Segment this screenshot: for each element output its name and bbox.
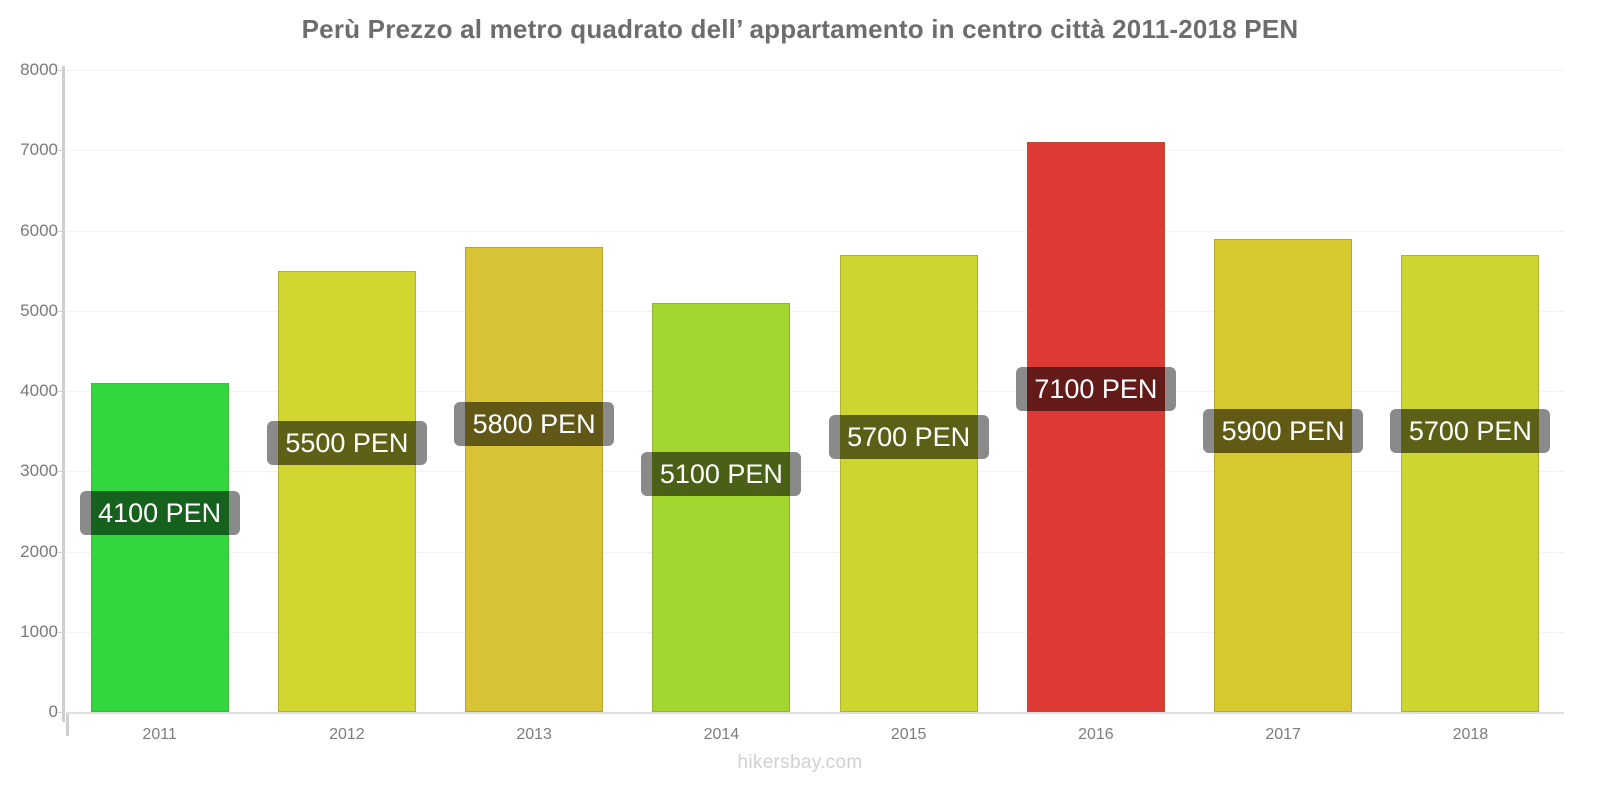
y-tick-label-0: 0 (48, 702, 58, 721)
bar-2016[interactable] (1026, 142, 1165, 712)
value-label-2012: 5500 PEN (266, 421, 427, 465)
value-label-overlay (1214, 409, 1353, 453)
value-label-2016: 7100 PEN (1015, 367, 1176, 411)
chart-title: Perù Prezzo al metro quadrato dell’ appa… (301, 14, 1299, 44)
y-tick-label-3000: 3000 (20, 461, 58, 481)
gridline-1000 (66, 631, 1564, 633)
y-tick-label-6000: 6000 (20, 220, 58, 240)
x-tick-label-2014: 2014 (703, 726, 740, 743)
gridline-6000 (66, 230, 1564, 232)
value-label-2017: 5900 PEN (1203, 409, 1364, 453)
value-label-text: 5900 PEN (1221, 416, 1345, 446)
y-tick-mark-1000 (58, 631, 64, 633)
y-axis-line (62, 66, 65, 722)
x-tick-label-2012: 2012 (329, 726, 365, 743)
gridline-2000 (66, 551, 1564, 553)
value-label-2014: 5100 PEN (641, 452, 802, 496)
value-label-overlay (839, 415, 978, 459)
y-tick-label-5000: 5000 (20, 300, 58, 320)
bar-2012[interactable] (277, 270, 416, 712)
y-tick-mark-0 (58, 712, 64, 713)
value-label-2018: 5700 PEN (1390, 409, 1551, 453)
y-tick-label-1000: 1000 (20, 621, 58, 641)
value-label-overlay (652, 452, 791, 496)
value-label-text: 5100 PEN (659, 459, 783, 489)
value-label-overlay (277, 421, 416, 465)
y-tick-mark-8000 (58, 70, 64, 71)
x-axis-origin-tick (66, 714, 69, 736)
value-label-overlay (465, 402, 604, 446)
x-axis-tick-labels: 2011 2012 2013 2014 2015 2016 2017 2018 (66, 714, 1564, 754)
y-tick-mark-7000 (58, 150, 64, 152)
bar-2018[interactable] (1401, 254, 1540, 712)
y-tick-mark-6000 (58, 230, 64, 232)
chart-footer-source: hikersbay.com (737, 752, 863, 773)
value-label-overlay (90, 491, 229, 535)
x-tick-label-2018: 2018 (1452, 726, 1489, 743)
y-tick-label-8000: 8000 (20, 60, 58, 79)
gridline-3000 (66, 471, 1564, 473)
x-tick-label-2016: 2016 (1078, 726, 1114, 743)
value-label-overlay (1401, 409, 1540, 453)
bar-2013[interactable] (465, 246, 604, 712)
gridline-8000 (66, 70, 1564, 71)
y-axis-tick-labels: 8000 7000 6000 5000 4000 3000 2000 1000 0 (0, 60, 64, 721)
y-tick-mark-2000 (58, 551, 64, 553)
x-axis-line (66, 712, 1564, 714)
value-label-overlay (1026, 367, 1165, 411)
value-label-text: 5700 PEN (847, 422, 971, 452)
x-tick-label-2013: 2013 (516, 726, 552, 743)
gridline-4000 (66, 391, 1564, 392)
value-label-text: 7100 PEN (1034, 374, 1158, 404)
x-tick-label-2017: 2017 (1265, 726, 1301, 743)
y-tick-label-2000: 2000 (20, 541, 58, 561)
y-tick-label-7000: 7000 (20, 140, 58, 160)
y-tick-mark-5000 (58, 310, 64, 312)
x-tick-label-2011: 2011 (142, 726, 177, 743)
value-label-text: 5500 PEN (285, 428, 409, 458)
y-tick-mark-4000 (58, 391, 64, 392)
value-label-2015: 5700 PEN (828, 415, 989, 459)
value-label-text: 4100 PEN (98, 498, 222, 528)
bar-2015[interactable] (839, 254, 978, 712)
gridline-7000 (66, 150, 1564, 152)
gridline-5000 (66, 310, 1564, 312)
value-label-text: 5700 PEN (1408, 416, 1532, 446)
bar-2014[interactable] (652, 302, 791, 712)
bar-2017[interactable] (1214, 238, 1353, 712)
y-tick-mark-3000 (58, 471, 64, 473)
bar-2011[interactable] (90, 382, 229, 712)
plot-area: 4100 PEN 5500 PEN 5800 PEN 5100 PEN 5700 PEN… (66, 70, 1564, 713)
value-label-2013: 5800 PEN (454, 402, 615, 446)
x-tick-label-2015: 2015 (890, 726, 927, 743)
value-label-text: 5800 PEN (472, 409, 596, 439)
value-label-2011: 4100 PEN (79, 491, 240, 535)
y-tick-label-4000: 4000 (20, 381, 58, 400)
